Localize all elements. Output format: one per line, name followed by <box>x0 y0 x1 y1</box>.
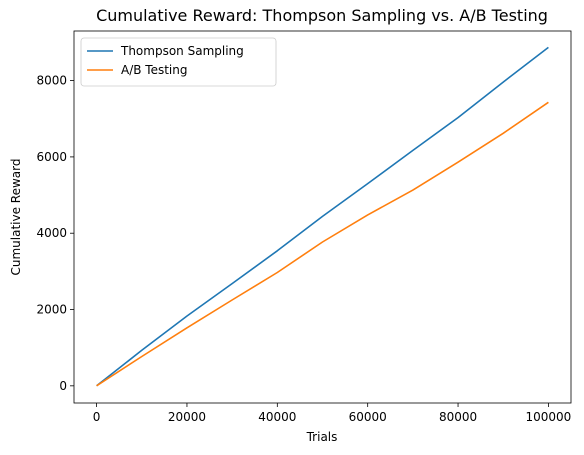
x-tick-label: 20000 <box>168 410 206 424</box>
y-axis-label: Cumulative Reward <box>9 159 23 276</box>
x-tick-label: 100000 <box>526 410 572 424</box>
plot-frame <box>73 30 572 404</box>
y-tick-label: 8000 <box>36 74 67 88</box>
legend: Thompson Sampling A/B Testing <box>80 37 277 87</box>
y-tick-label: 0 <box>59 379 67 393</box>
x-tick-label: 60000 <box>349 410 387 424</box>
legend-box <box>80 37 277 87</box>
x-tick-label: 80000 <box>439 410 477 424</box>
x-axis-label: Trials <box>306 430 338 444</box>
series-lines <box>96 46 549 387</box>
legend-label-1: A/B Testing <box>121 63 188 77</box>
y-tick-label: 6000 <box>36 150 67 164</box>
x-tick-label: 0 <box>93 410 101 424</box>
chart-title: Cumulative Reward: Thompson Sampling vs.… <box>96 6 548 25</box>
plot-area <box>73 30 572 404</box>
axis-ticks: 0 20000 40000 60000 80000 100000 0 2000 4000 6000… <box>36 74 571 424</box>
y-tick-label: 4000 <box>36 226 67 240</box>
x-tick-label: 40000 <box>258 410 296 424</box>
legend-label-0: Thompson Sampling <box>120 44 244 58</box>
series-line-0 <box>96 46 549 387</box>
series-line-1 <box>96 101 549 387</box>
y-tick-label: 2000 <box>36 303 67 317</box>
